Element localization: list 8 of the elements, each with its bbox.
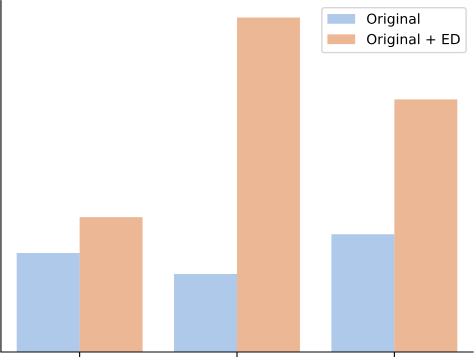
- bar: [394, 99, 458, 352]
- bar: [331, 234, 394, 352]
- bar: [16, 252, 80, 352]
- bar: [80, 217, 143, 352]
- legend-label: Original: [367, 13, 420, 27]
- legend-label: Original + ED: [367, 34, 460, 48]
- bar: [237, 17, 300, 352]
- bar: [174, 274, 237, 352]
